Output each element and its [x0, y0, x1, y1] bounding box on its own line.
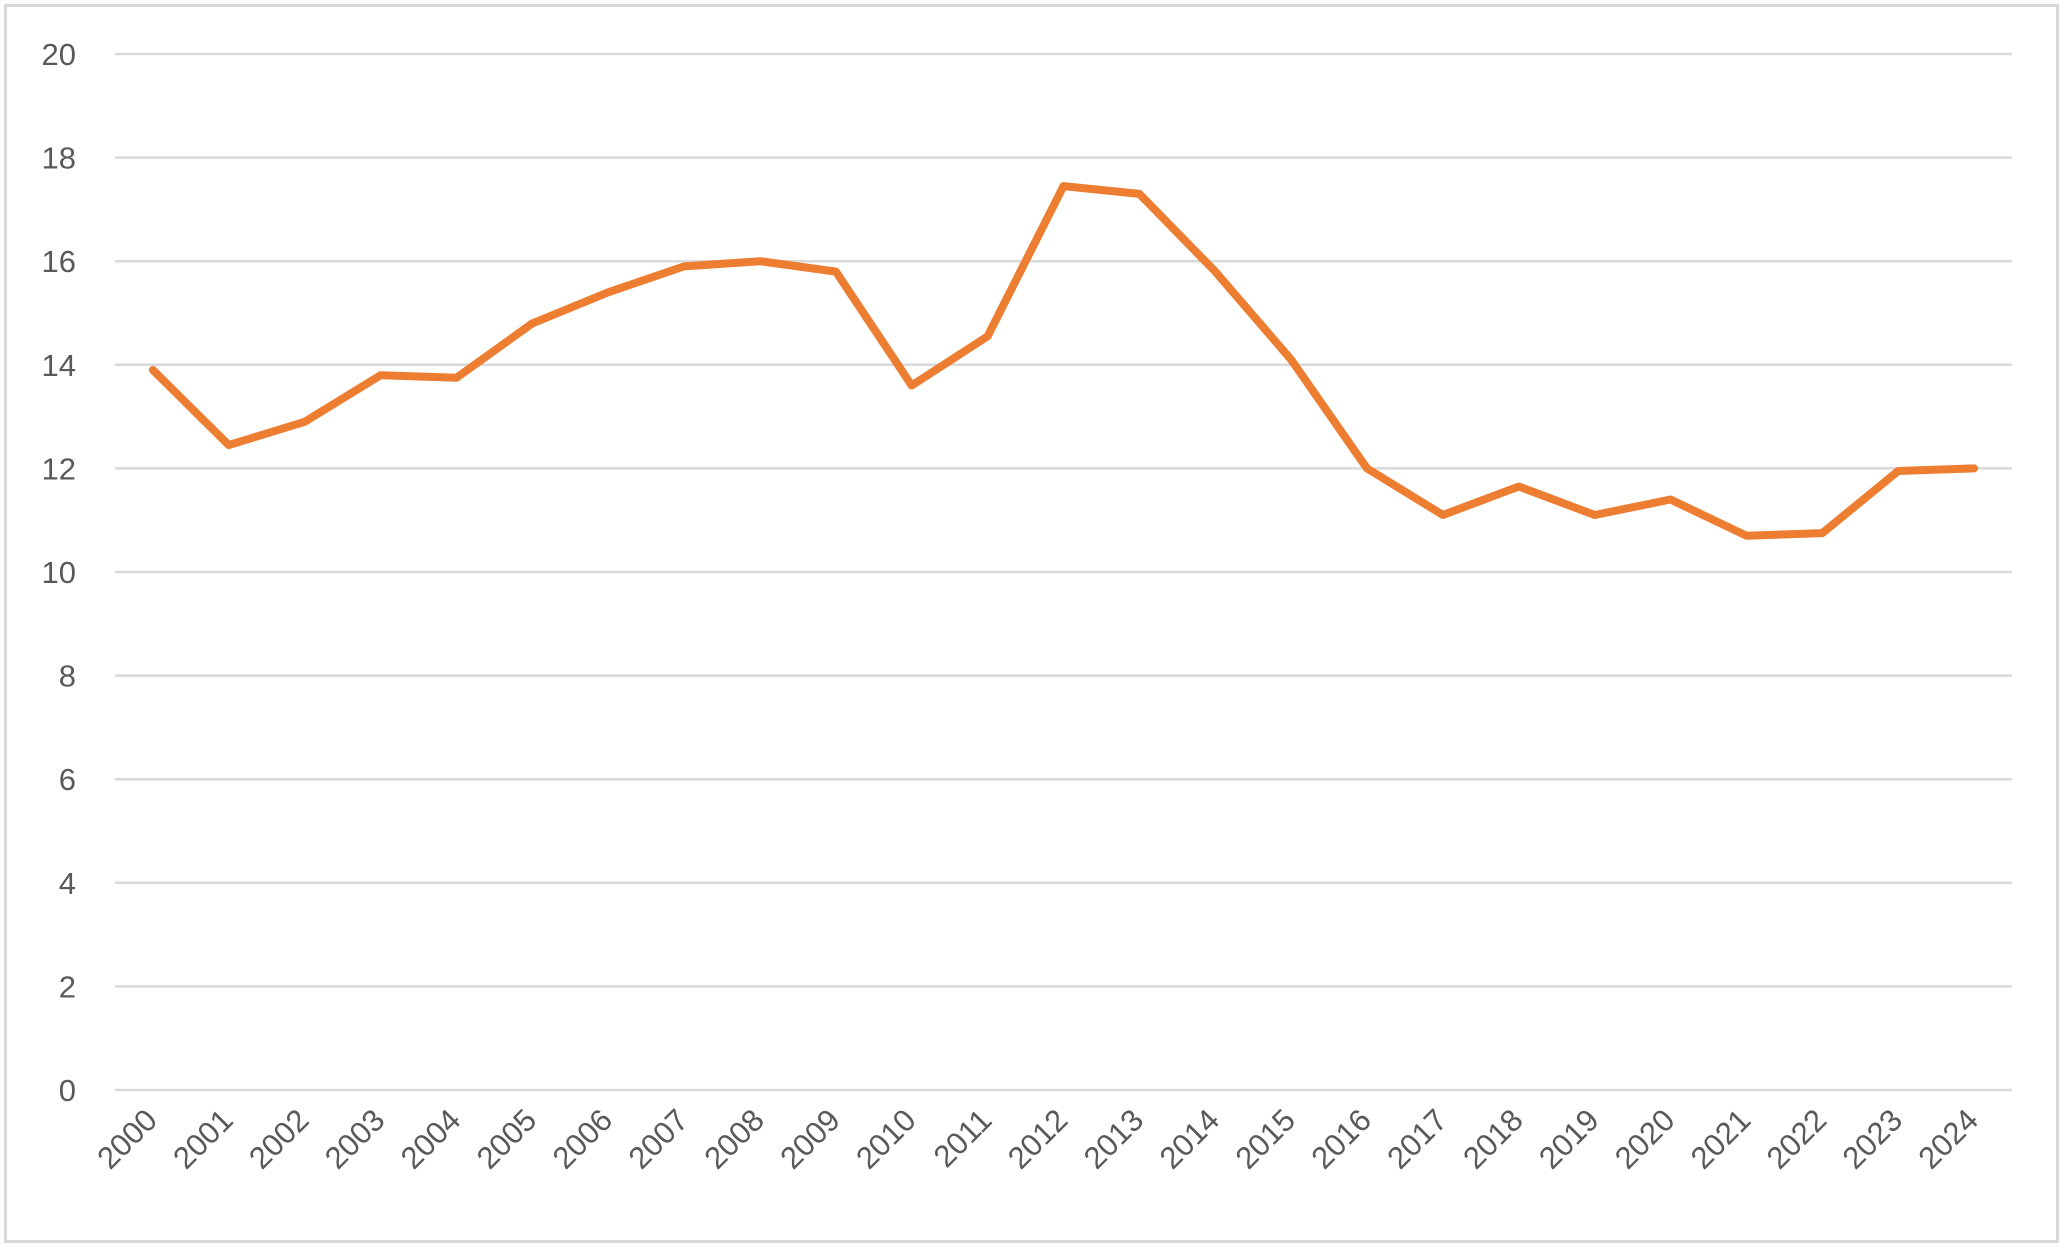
data-point-2003: [377, 372, 384, 379]
series-line-0: [148, 182, 1979, 540]
data-point-2024: [1971, 465, 1978, 472]
data-point-2021: [1743, 532, 1750, 539]
data-point-2022: [1819, 530, 1826, 537]
x-tick-label: 2013: [1077, 1102, 1151, 1176]
data-point-2009: [832, 268, 839, 275]
x-tick-label: 2022: [1760, 1102, 1834, 1176]
x-tick-label: 2004: [394, 1102, 468, 1176]
data-point-2011: [984, 333, 991, 340]
data-point-2007: [681, 263, 688, 270]
data-point-2018: [1515, 483, 1522, 490]
x-axis-tick-labels: 2000 2001 2002 2003 2004 2005 2006 2007 2008 2009…: [90, 1102, 1985, 1176]
x-tick-label: 2020: [1608, 1102, 1682, 1176]
data-point-2014: [1212, 268, 1219, 275]
x-tick-label: 2011: [927, 1102, 999, 1174]
x-tick-label: 2024: [1911, 1102, 1985, 1176]
data-point-2005: [529, 320, 536, 327]
y-tick-label: 10: [42, 555, 76, 590]
x-tick-label: 2012: [1001, 1102, 1075, 1176]
x-tick-label: 2016: [1304, 1102, 1378, 1176]
data-point-2000: [149, 366, 156, 373]
y-tick-label: 14: [42, 348, 76, 383]
data-point-2016: [1364, 465, 1371, 472]
data-point-2004: [453, 374, 460, 381]
y-tick-label: 6: [59, 762, 76, 797]
x-tick-label: 2000: [90, 1102, 164, 1176]
data-point-2008: [756, 258, 763, 265]
x-tick-label: 2010: [849, 1102, 923, 1176]
data-point-2019: [1591, 512, 1598, 519]
x-tick-label: 2003: [318, 1102, 392, 1176]
y-tick-label: 18: [42, 141, 76, 176]
y-tick-label: 8: [59, 659, 76, 694]
x-tick-label: 2002: [242, 1102, 316, 1176]
x-tick-label: 2019: [1532, 1102, 1606, 1176]
x-tick-label: 2008: [697, 1102, 771, 1176]
data-point-2002: [301, 418, 308, 425]
y-tick-label: 4: [59, 866, 76, 901]
data-point-2006: [605, 289, 612, 296]
y-axis-tick-labels: 0 2 4 6 8 10 12 14 16 18 20: [42, 37, 76, 1108]
series-layer: [148, 182, 1979, 540]
gridlines: [115, 52, 2012, 1092]
y-tick-label: 16: [42, 244, 76, 279]
y-tick-label: 0: [59, 1073, 76, 1108]
x-tick-label: 2006: [546, 1102, 620, 1176]
y-tick-label: 2: [59, 969, 76, 1004]
x-tick-label: 2005: [470, 1102, 544, 1176]
data-point-2023: [1895, 467, 1902, 474]
x-tick-label: 2015: [1229, 1102, 1303, 1176]
x-tick-label: 2014: [1153, 1102, 1227, 1176]
x-tick-label: 2017: [1380, 1102, 1454, 1176]
data-point-2020: [1667, 496, 1674, 503]
data-point-2010: [908, 382, 915, 389]
x-tick-label: 2007: [622, 1102, 696, 1176]
y-tick-label: 12: [42, 451, 76, 486]
x-tick-label: 2001: [166, 1102, 240, 1176]
data-point-2015: [1288, 356, 1295, 363]
data-point-2017: [1439, 512, 1446, 519]
x-tick-label: 2023: [1836, 1102, 1910, 1176]
x-tick-label: 2009: [773, 1102, 847, 1176]
y-tick-label: 20: [42, 37, 76, 72]
chart-frame: [4, 4, 2059, 1243]
data-point-2013: [1136, 190, 1143, 197]
data-point-2012: [1060, 183, 1067, 190]
x-tick-label: 2018: [1456, 1102, 1530, 1176]
data-point-2001: [225, 442, 232, 449]
x-tick-label: 2021: [1684, 1102, 1758, 1176]
